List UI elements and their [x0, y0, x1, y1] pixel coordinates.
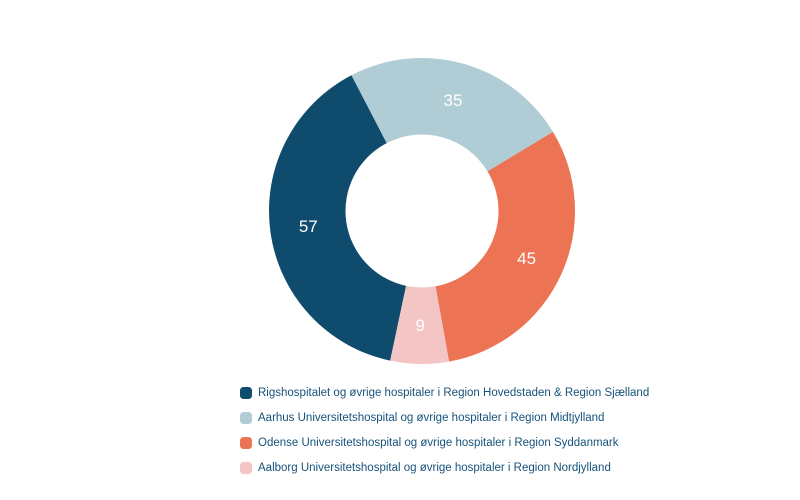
- segment-value-label-1: 35: [444, 91, 463, 110]
- legend-color-marker: [240, 412, 252, 424]
- legend-label: Rigshospitalet og øvrige hospitaler i Re…: [258, 387, 650, 399]
- legend-label: Aalborg Universitetshospital og øvrige h…: [258, 462, 611, 474]
- donut-segment-1[interactable]: [351, 58, 553, 172]
- donut-segment-0[interactable]: [269, 75, 407, 361]
- segment-value-label-2: 45: [517, 249, 536, 268]
- segment-value-label-0: 57: [299, 217, 318, 236]
- legend-color-marker: [240, 462, 252, 474]
- legend-label: Odense Universitetshospital og øvrige ho…: [258, 437, 619, 449]
- donut-segment-3[interactable]: [390, 285, 450, 365]
- legend-item-aalborg[interactable]: Aalborg Universitetshospital og øvrige h…: [240, 460, 649, 476]
- legend-item-odense[interactable]: Odense Universitetshospital og øvrige ho…: [240, 435, 649, 451]
- legend-color-marker: [240, 437, 252, 449]
- legend-item-rigshospitalet[interactable]: Rigshospitalet og øvrige hospitaler i Re…: [240, 385, 649, 401]
- donut-segment-2[interactable]: [435, 131, 576, 362]
- segment-value-label-3: 9: [415, 316, 424, 335]
- legend-color-marker: [240, 387, 252, 399]
- chart-legend: Rigshospitalet og øvrige hospitaler i Re…: [240, 385, 649, 485]
- donut-chart: 57 35 45 9: [269, 58, 576, 365]
- legend-label: Aarhus Universitetshospital og øvrige ho…: [258, 412, 605, 424]
- legend-item-aarhus[interactable]: Aarhus Universitetshospital og øvrige ho…: [240, 410, 649, 426]
